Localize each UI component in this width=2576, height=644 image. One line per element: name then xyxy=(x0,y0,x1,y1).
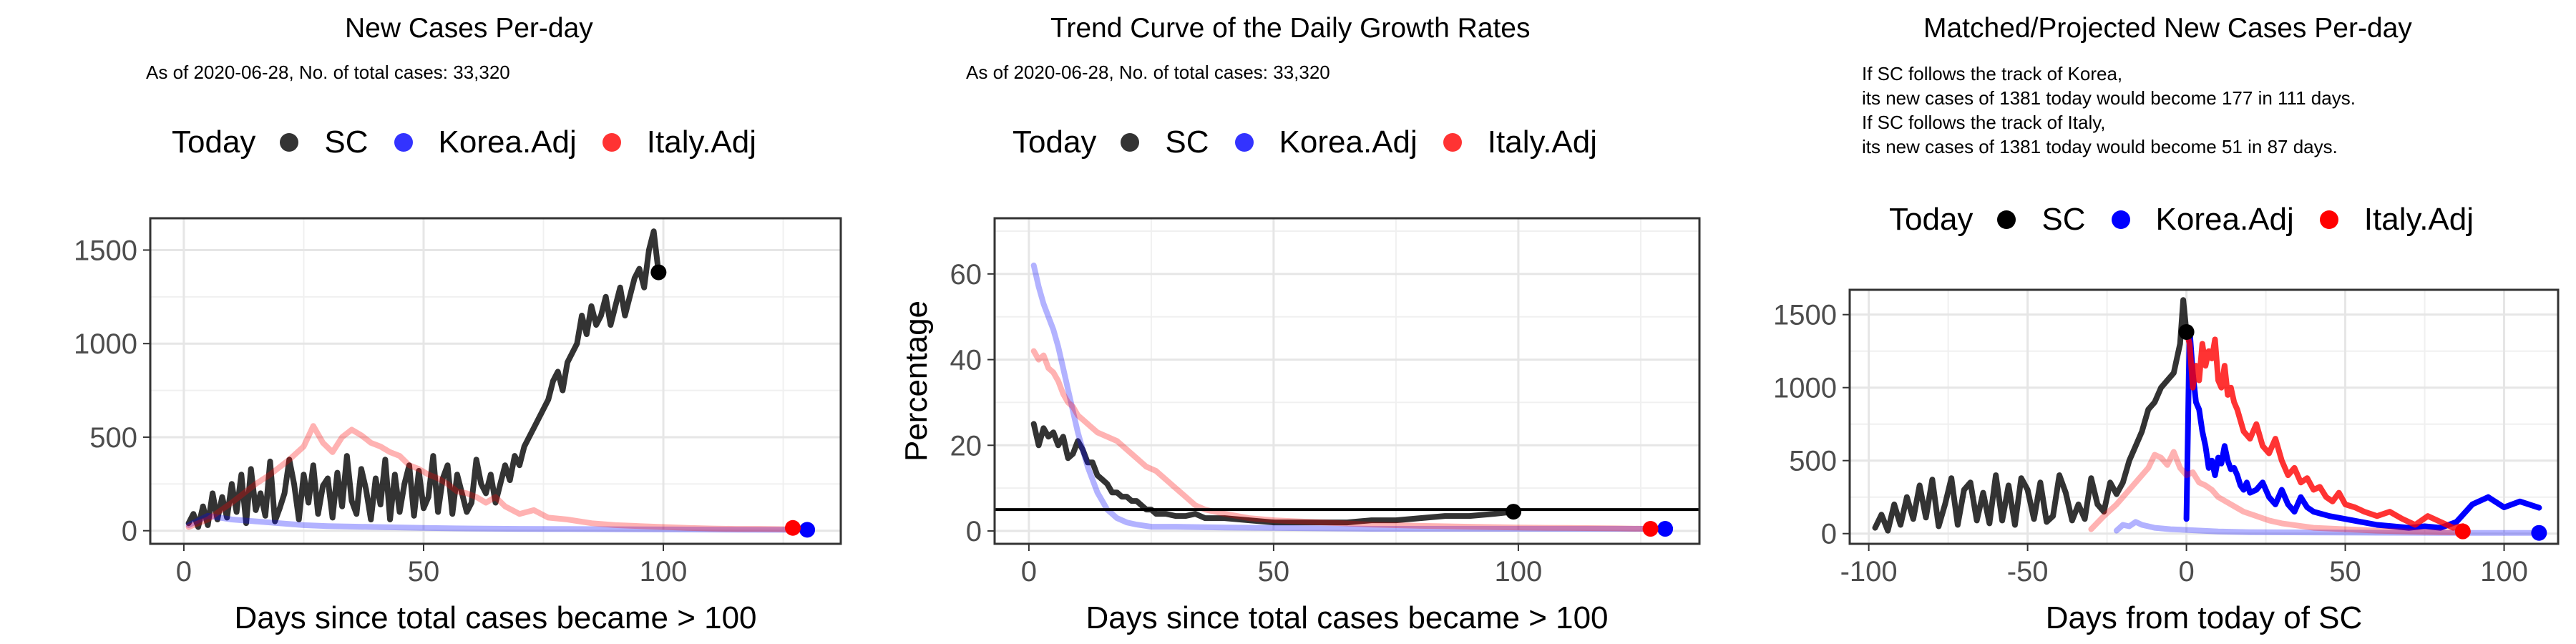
x-tick-label: 100 xyxy=(2480,556,2528,587)
series-line-sc-proj-korea xyxy=(2183,326,2542,531)
series-line-sc-proj-italy xyxy=(2183,329,2466,531)
legend-key-italy xyxy=(2319,210,2338,229)
y-tick-label: 1500 xyxy=(1773,300,1837,331)
today-point-sc xyxy=(1506,504,1522,520)
x-tick-label: 100 xyxy=(640,556,688,587)
legend-item-korea: Korea.Adj xyxy=(2111,202,2294,238)
series-line-korea-adj xyxy=(1030,262,1664,532)
legend-item-korea: Korea.Adj xyxy=(394,125,577,160)
series-line-sc xyxy=(1872,297,2190,534)
legend-item-italy: Italy.Adj xyxy=(1443,125,1597,160)
chart-panel-3: Matched/Projected New Cases Per-day If S… xyxy=(1717,0,2576,644)
chart-plot-2: 0 50 100 0 20 40 60 Days since total cases beca… xyxy=(899,217,1701,635)
legend-key-sc xyxy=(1997,210,2016,229)
legend-label-italy: Italy.Adj xyxy=(646,125,757,160)
today-point-sc xyxy=(2178,323,2195,340)
plot-border xyxy=(149,217,842,545)
legend-label-sc: SC xyxy=(1165,125,1209,160)
series-line-italy-adj xyxy=(1030,348,1649,532)
legend-label-sc: SC xyxy=(324,125,369,160)
x-axis-label: Days from today of SC xyxy=(2046,600,2363,635)
y-tick-label: 60 xyxy=(950,259,982,291)
y-tick-label: 1500 xyxy=(74,235,137,266)
chart-subtitle: As of 2020-06-28, No. of total cases: 33… xyxy=(966,62,1330,83)
x-tick-label: 50 xyxy=(408,556,440,587)
x-axis-label: Days since total cases became > 100 xyxy=(1085,600,1608,635)
x-tick-label: 0 xyxy=(1021,556,1037,587)
legend-label-italy: Italy.Adj xyxy=(2363,202,2474,237)
chart-panel-1: New Cases Per-day As of 2020-06-28, No. … xyxy=(0,0,859,644)
legend-item-sc: SC xyxy=(1121,125,1209,160)
legend-label-korea: Korea.Adj xyxy=(2155,202,2294,237)
legend-item-sc: SC xyxy=(1997,202,2086,238)
y-tick-label: 1000 xyxy=(1773,373,1837,404)
chart-title: Matched/Projected New Cases Per-day xyxy=(1923,13,2412,44)
legend-item-sc: SC xyxy=(280,125,369,160)
chart-legend: Today SC Korea.Adj Italy.Adj xyxy=(1889,202,2499,238)
series-line-italy-adj xyxy=(2088,449,2466,536)
x-tick-label: 0 xyxy=(176,556,192,587)
legend-key-sc xyxy=(280,133,299,152)
series-line-korea-adj xyxy=(2113,519,2539,536)
chart-title: New Cases Per-day xyxy=(345,13,593,44)
legend-label-korea: Korea.Adj xyxy=(1279,125,1418,160)
legend-item-italy: Italy.Adj xyxy=(2319,202,2474,238)
legend-item-korea: Korea.Adj xyxy=(1234,125,1418,160)
chart-legend: Today SC Korea.Adj Italy.Adj xyxy=(1013,125,1623,160)
today-point-italy-adj xyxy=(2454,523,2471,540)
series-line-sc xyxy=(1030,421,1517,526)
today-point-sc xyxy=(650,264,667,280)
legend-key-korea xyxy=(394,133,413,152)
y-tick-label: 0 xyxy=(966,516,982,547)
chart-title: Trend Curve of the Daily Growth Rates xyxy=(1050,13,1531,44)
plot-area xyxy=(1850,290,2558,544)
y-tick-label: 20 xyxy=(950,430,982,462)
today-point-italy-adj xyxy=(1642,521,1659,537)
legend-label-italy: Italy.Adj xyxy=(1487,125,1598,160)
today-point-italy-adj xyxy=(784,519,801,536)
today-point-korea-adj xyxy=(2531,525,2547,541)
legend-key-korea xyxy=(2111,210,2130,229)
x-tick-label: 50 xyxy=(1258,556,1290,587)
x-tick-label: -50 xyxy=(2007,556,2049,587)
chart-subtitle: As of 2020-06-28, No. of total cases: 33… xyxy=(146,62,510,83)
legend-label-korea: Korea.Adj xyxy=(438,125,577,160)
x-tick-label: 50 xyxy=(2329,556,2361,587)
legend-item-italy: Italy.Adj xyxy=(602,125,756,160)
chart-subtitle: If SC follows the track of Korea, its ne… xyxy=(1862,63,2356,157)
legend-key-italy xyxy=(1443,133,1462,152)
chart-panel-2: Trend Curve of the Daily Growth Rates As… xyxy=(859,0,1717,644)
plot-border xyxy=(993,217,1701,545)
plot-border xyxy=(1848,288,2560,545)
series-line-korea-adj xyxy=(185,512,806,533)
x-tick-label: 0 xyxy=(2178,556,2194,587)
y-tick-label: 1000 xyxy=(74,328,137,360)
legend-key-sc xyxy=(1121,133,1140,152)
y-tick-label: 0 xyxy=(1821,519,1837,550)
legend-title: Today xyxy=(1013,125,1097,160)
y-tick-label: 500 xyxy=(1789,446,1837,477)
today-point-korea-adj xyxy=(1657,521,1674,537)
series-line-sc xyxy=(185,228,662,530)
x-tick-label: -100 xyxy=(1840,556,1898,587)
legend-key-italy xyxy=(602,133,621,152)
y-axis-label: Percentage xyxy=(899,301,934,462)
today-point-korea-adj xyxy=(799,522,816,538)
x-tick-label: 100 xyxy=(1495,556,1543,587)
legend-title: Today xyxy=(172,125,256,160)
legend-label-sc: SC xyxy=(2041,202,2086,237)
legend-title: Today xyxy=(1889,202,1974,237)
chart-legend: Today SC Korea.Adj Italy.Adj xyxy=(172,125,782,160)
legend-key-korea xyxy=(1234,133,1254,152)
series-line-italy-adj xyxy=(185,423,791,532)
y-tick-label: 40 xyxy=(950,345,982,376)
y-tick-label: 0 xyxy=(122,516,137,547)
y-tick-label: 500 xyxy=(89,422,137,454)
x-axis-label: Days since total cases became > 100 xyxy=(234,600,756,635)
